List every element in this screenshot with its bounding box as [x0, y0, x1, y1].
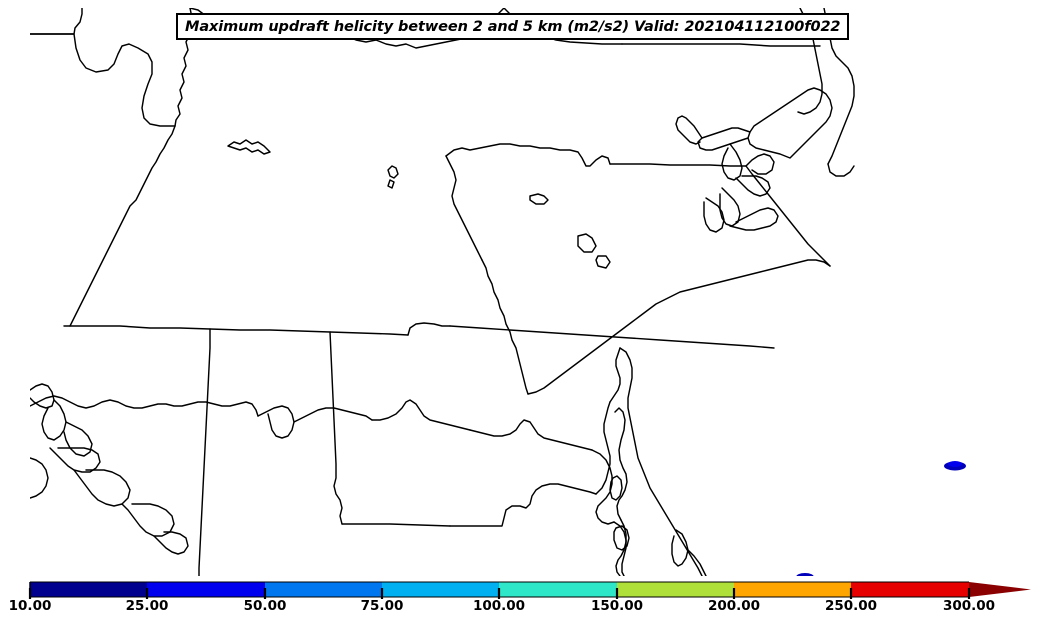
- border-alabama-florida: [341, 523, 451, 527]
- delta-lobe-south: [49, 447, 101, 473]
- colorbar-extend-arrow: [969, 582, 1031, 597]
- lake-allatoona: [387, 179, 395, 189]
- delta-lobe-west: [63, 421, 93, 457]
- border-georgia-south-carolina-west: [445, 155, 483, 261]
- colorbar-graphic: [28, 581, 1031, 599]
- lake-lanier: [387, 165, 399, 179]
- colorbar-tick-label: 200.00: [707, 598, 761, 614]
- colorbar-segment-25_00: [147, 582, 265, 597]
- coast-alabama-east: [293, 407, 373, 423]
- delta-tip: [153, 531, 189, 555]
- colorbar-segments: [30, 582, 969, 597]
- plot-title-box: Maximum updraft helicity between 2 and 5…: [176, 13, 850, 40]
- coast-south-carolina: [527, 259, 831, 395]
- delta-west-edge: [30, 457, 49, 499]
- border-missouri-arkansas: [30, 33, 176, 127]
- colorbar-tick-label: 10.00: [8, 598, 52, 614]
- map-background: [30, 8, 1031, 576]
- colorbar-tick-label: 100.00: [472, 598, 526, 614]
- lagoon-south: [615, 519, 627, 576]
- sound-inner-west: [703, 197, 725, 233]
- colorbar-tick-label: 25.00: [125, 598, 169, 614]
- state-and-coast-lines: [30, 8, 855, 576]
- cape-lookout: [735, 175, 771, 197]
- border-nc-sc-east: [609, 163, 747, 167]
- border-alabama-georgia: [329, 331, 343, 525]
- map-geography: [30, 8, 1031, 576]
- border-notch-chattanooga: [407, 322, 451, 336]
- colorbar-segment-75_00: [382, 582, 499, 597]
- albemarle-west: [675, 115, 703, 145]
- coast-florida-atlantic: [619, 347, 703, 576]
- colorbar-tick-label: 50.00: [243, 598, 287, 614]
- coast-north-carolina-southeast: [745, 165, 831, 267]
- mobile-bay: [257, 405, 295, 439]
- plot-title-text: Maximum updraft helicity between 2 and 5…: [185, 18, 841, 35]
- onslow-bay-inlets: [729, 207, 779, 231]
- helicity-contour-fills: [796, 461, 966, 576]
- coast-louisiana-north: [30, 395, 259, 417]
- border-georgia-north: [449, 325, 775, 349]
- river-savannah: [481, 259, 529, 395]
- lake-okeechobee: [613, 525, 630, 551]
- border-tennessee-south-west: [63, 325, 409, 336]
- colorbar-tick-label: 75.00: [360, 598, 404, 614]
- lake-moultrie: [595, 255, 611, 269]
- map-panel: [30, 8, 1031, 576]
- colorbar-segment-250_00: [851, 582, 969, 597]
- coast-jacksonville: [609, 347, 621, 403]
- colorbar-segment-100_00: [499, 582, 617, 597]
- coast-pensacola: [371, 399, 471, 431]
- core-banks: [745, 153, 775, 175]
- river-st-marys-suwannee: [595, 401, 611, 495]
- cape-hatteras-spit: [721, 143, 743, 181]
- lake-guntersville: [227, 139, 271, 155]
- colorbar-tick-label: 250.00: [824, 598, 878, 614]
- colorbar-segment-50_00: [265, 582, 382, 597]
- river-mississippi-lower: [69, 125, 176, 327]
- border-mississippi-alabama: [198, 328, 211, 576]
- colorbar: 10.00 25.00 50.00 75.00 100.00 150.00 200.00 25…: [0, 576, 1037, 633]
- border-virginia-north-carolina: [621, 43, 821, 47]
- pamlico-sound: [747, 87, 833, 159]
- colorbar-tick-label: 150.00: [590, 598, 644, 614]
- lake-marion: [577, 233, 597, 253]
- lake-strom-thurmond: [529, 193, 549, 205]
- virginia-beach-spit: [827, 163, 855, 177]
- coast-big-bend: [591, 449, 615, 525]
- colorbar-tick-label: 300.00: [942, 598, 996, 614]
- plume-south-florida: [796, 573, 814, 576]
- barrier-island-south-fl: [671, 529, 689, 567]
- lake-okeechobee-north: [609, 475, 623, 501]
- colorbar-segment-200_00: [734, 582, 851, 597]
- colorbar-segment-10_00: [30, 582, 147, 597]
- birdfoot-delta: [73, 469, 131, 507]
- coast-panama-city: [469, 419, 593, 451]
- plume-atlantic-offshore-core: [948, 461, 962, 467]
- colorbar-segment-150_00: [617, 582, 734, 597]
- barataria-bay: [41, 399, 67, 441]
- coast-florida-gulf: [613, 521, 627, 576]
- border-north-carolina-south: [445, 143, 611, 167]
- indian-river-lagoon-west: [614, 407, 628, 521]
- coast-miami: [687, 549, 707, 576]
- border-florida-georgia: [449, 483, 597, 527]
